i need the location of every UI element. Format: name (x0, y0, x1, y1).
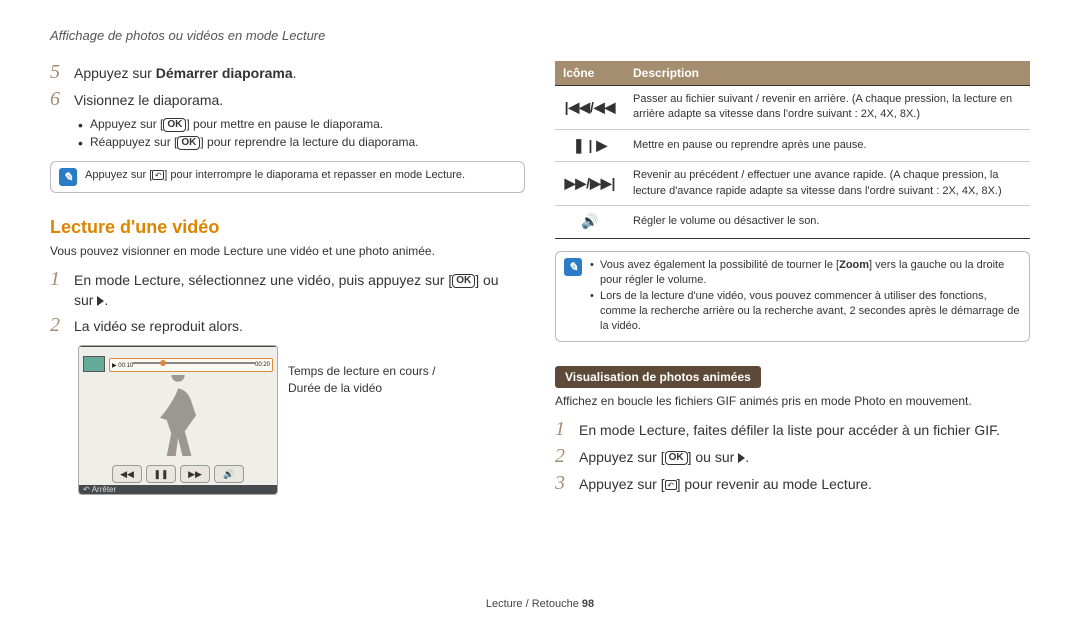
step-number: 2 (555, 445, 579, 468)
timebar: ▶ 00:10 00:20 (109, 358, 273, 372)
skip-back-icon: |◀◀/◀◀ (555, 86, 625, 130)
step-text: En mode Lecture, faites défiler la liste… (579, 421, 1000, 441)
volume-icon: 🔊 (555, 206, 625, 239)
step-1: 1 En mode Lecture, sélectionnez une vidé… (50, 268, 525, 310)
sub-desc: Affichez en boucle les fichiers GIF anim… (555, 394, 1030, 408)
section-desc: Vous pouvez visionner en mode Lecture un… (50, 244, 525, 258)
step-text: Appuyez sur [↶] pour revenir au mode Lec… (579, 475, 872, 495)
play-icon (738, 453, 745, 463)
step-text: En mode Lecture, sélectionnez une vidéo,… (74, 271, 499, 310)
icon-table: Icône Description |◀◀/◀◀ Passer au fichi… (555, 61, 1030, 239)
step-text: Appuyez sur [OK] ou sur . (579, 448, 749, 468)
step-5: 5 Appuyez sur Démarrer diaporama. (50, 61, 525, 84)
step-number: 5 (50, 61, 74, 84)
info-icon: ✎ (564, 258, 582, 276)
ok-icon: OK (163, 118, 186, 132)
step-2: 2 Appuyez sur [OK] ou sur . (555, 445, 1030, 468)
step-2: 2 La vidéo se reproduit alors. (50, 314, 525, 337)
volume-button[interactable]: 🔊 (214, 465, 244, 483)
step-text: Visionnez le diaporama. (74, 91, 223, 111)
thumb-caption: Temps de lecture en cours / Durée de la … (288, 363, 435, 397)
pause-button[interactable]: ❚❚ (146, 465, 176, 483)
step-3: 3 Appuyez sur [↶] pour revenir au mode L… (555, 472, 1030, 495)
row-desc: Mettre en pause ou reprendre après une p… (625, 129, 1030, 162)
info-box: ✎ Appuyez sur [↶] pour interrompre le di… (50, 161, 525, 193)
table-row: 🔊 Régler le volume ou désactiver le son. (555, 206, 1030, 239)
left-column: 5 Appuyez sur Démarrer diaporama. 6 Visi… (50, 61, 525, 598)
info-text: Appuyez sur [↶] pour interrompre le diap… (85, 168, 465, 183)
step-number: 3 (555, 472, 579, 495)
row-desc: Revenir au précédent / effectuer une ava… (625, 162, 1030, 206)
video-player-preview: ▶ 00:10 00:20 ◀◀ ❚❚ ▶▶ 🔊 ↶ Arrêter (78, 345, 278, 495)
rewind-button[interactable]: ◀◀ (112, 465, 142, 483)
step-text: La vidéo se reproduit alors. (74, 317, 243, 337)
step-number: 2 (50, 314, 74, 337)
right-column: Icône Description |◀◀/◀◀ Passer au fichi… (555, 61, 1030, 598)
ok-icon: OK (452, 274, 475, 288)
info-bullet-list: Vous avez également la possibilité de to… (590, 258, 1021, 335)
player-controls: ◀◀ ❚❚ ▶▶ 🔊 (79, 465, 277, 485)
step-1: 1 En mode Lecture, faites défiler la lis… (555, 418, 1030, 441)
forward-button[interactable]: ▶▶ (180, 465, 210, 483)
table-header-icon: Icône (555, 61, 625, 86)
footer: Lecture / Retouche 98 (50, 598, 1030, 610)
table-row: |◀◀/◀◀ Passer au fichier suivant / reven… (555, 86, 1030, 130)
bullet-item: Réappuyez sur [OK] pour reprendre la lec… (78, 133, 525, 151)
skip-fwd-icon: ▶▶/▶▶| (555, 162, 625, 206)
table-row: ▶▶/▶▶| Revenir au précédent / effectuer … (555, 162, 1030, 206)
section-heading: Lecture d'une vidéo (50, 217, 525, 238)
step-number: 6 (50, 88, 74, 111)
play-icon (97, 296, 104, 306)
return-icon: ↶ (665, 480, 677, 490)
ok-icon: OK (177, 136, 200, 150)
stop-bar: ↶ Arrêter (79, 485, 277, 494)
breadcrumb: Affichage de photos ou vidéos en mode Le… (50, 28, 1030, 43)
info-box: ✎ Vous avez également la possibilité de … (555, 251, 1030, 342)
info-bullet: Lors de la lecture d'une vidéo, vous pou… (590, 289, 1021, 335)
ok-icon: OK (665, 451, 688, 465)
return-icon: ↶ (152, 170, 164, 180)
bullet-list: Appuyez sur [OK] pour mettre en pause le… (78, 115, 525, 151)
step-number: 1 (50, 268, 74, 291)
bullet-item: Appuyez sur [OK] pour mettre en pause le… (78, 115, 525, 133)
table-row: ❚ | ▶ Mettre en pause ou reprendre après… (555, 129, 1030, 162)
sub-label: Visualisation de photos animées (555, 366, 1030, 388)
step-text: Appuyez sur Démarrer diaporama. (74, 64, 297, 84)
row-desc: Passer au fichier suivant / revenir en a… (625, 86, 1030, 130)
info-bullet: Vous avez également la possibilité de to… (590, 258, 1021, 289)
pause-play-icon: ❚ | ▶ (555, 129, 625, 162)
info-icon: ✎ (59, 168, 77, 186)
thumbnail-icon (83, 356, 105, 372)
row-desc: Régler le volume ou désactiver le son. (625, 206, 1030, 239)
table-header-desc: Description (625, 61, 1030, 86)
step-number: 1 (555, 418, 579, 441)
step-6: 6 Visionnez le diaporama. (50, 88, 525, 111)
silhouette-icon (79, 375, 277, 465)
